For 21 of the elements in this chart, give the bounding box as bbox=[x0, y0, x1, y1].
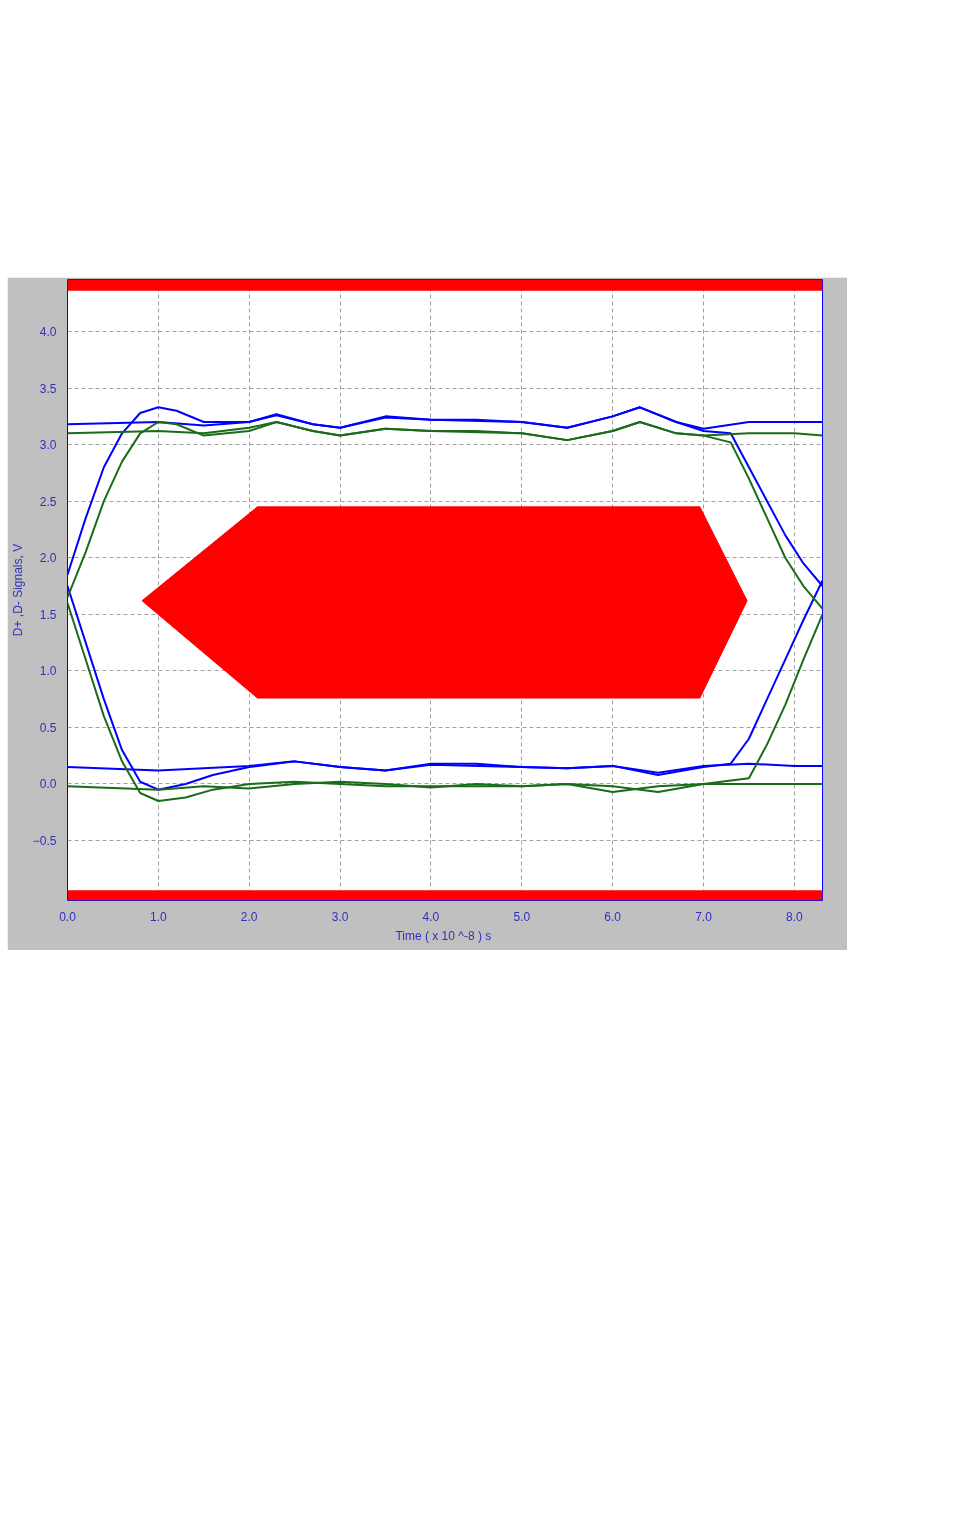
x-tick-label: 4.0 bbox=[422, 909, 440, 924]
x-axis-title: Time ( x 10 ^-8 ) s bbox=[395, 928, 492, 943]
x-tick-label: 0.0 bbox=[59, 909, 77, 924]
x-tick-label: 5.0 bbox=[513, 909, 531, 924]
x-tick-label: 7.0 bbox=[695, 909, 713, 924]
x-tick-label: 6.0 bbox=[604, 909, 622, 924]
x-tick-label: 1.0 bbox=[150, 909, 168, 924]
y-tick-label: 0.5 bbox=[39, 720, 57, 735]
y-tick-label: 3.0 bbox=[39, 438, 57, 453]
x-tick-label: 8.0 bbox=[785, 909, 803, 924]
y-axis-title: D+ ,D- Signals, V bbox=[10, 543, 25, 637]
y-tick-label: 0.0 bbox=[39, 777, 57, 792]
y-tick-label: 1.5 bbox=[39, 607, 57, 622]
y-tick-label: 1.0 bbox=[39, 664, 57, 679]
y-tick-label: −0.5 bbox=[32, 834, 57, 849]
x-tick-label: 3.0 bbox=[331, 909, 349, 924]
y-tick-label: 2.5 bbox=[39, 494, 57, 509]
y-tick-label: 2.0 bbox=[39, 551, 57, 566]
x-tick-label: 2.0 bbox=[240, 909, 258, 924]
y-tick-label: 3.5 bbox=[39, 381, 57, 396]
y-tick-label: 4.0 bbox=[39, 325, 57, 340]
